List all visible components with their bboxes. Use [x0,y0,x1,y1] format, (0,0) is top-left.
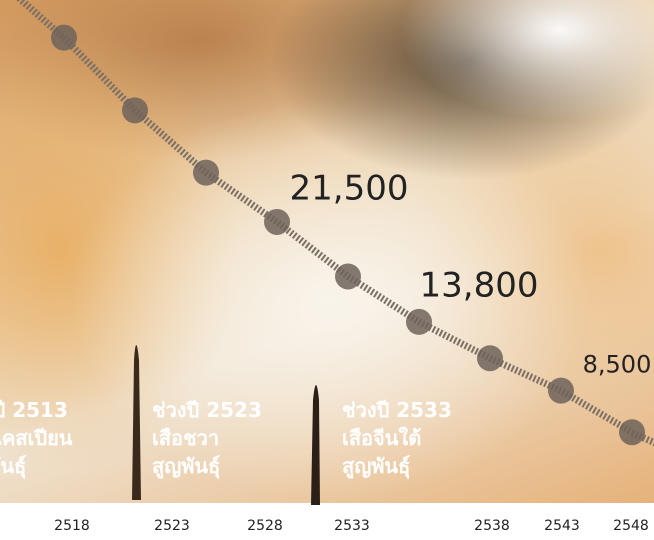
x-tick-label: 2523 [154,518,190,534]
annotation-line: ช่วงปี 2523 [152,398,262,422]
annotation-line: สูญพันธุ์ [342,454,410,480]
infographic: ช่วงปี 2513 เสือแคสเปียนสูญพันธุ์ ช่วงปี 2… [0,0,654,540]
annotation-line: เสือชวา [152,426,219,450]
grass-blade [311,385,320,505]
annotation-line: เสือแคสเปียน [0,426,73,450]
data-point [51,25,77,51]
value-label: 21,500 [290,168,409,208]
x-tick-label: 2533 [334,518,370,534]
annotation-line: สูญพันธุ์ [0,454,26,480]
x-tick-label: 2543 [544,518,580,534]
annotation-line: เสือจีนใต้ [342,426,421,450]
x-tick-label: 2538 [474,518,510,534]
data-point [548,378,574,404]
data-point [335,263,361,289]
value-label: 8,500 [583,351,652,379]
value-label: 13,800 [420,265,539,305]
data-point [122,97,148,123]
trend-line [64,38,632,433]
x-tick-label: 2528 [247,518,283,534]
x-tick-label: 2548 [613,518,649,534]
annotation-line: ช่วงปี 2533 [342,398,452,422]
grass-blade [132,345,141,500]
annotation-line: สูญพันธุ์ [152,454,220,480]
data-point [619,419,645,445]
annotation-line: ช่วงปี 2513 [0,398,68,422]
x-tick-label: 2518 [54,518,90,534]
data-point [477,345,503,371]
data-point [406,309,432,335]
data-point [193,160,219,186]
data-point [264,209,290,235]
chart: ช่วงปี 2513 เสือแคสเปียนสูญพันธุ์ ช่วงปี 2… [0,0,654,540]
